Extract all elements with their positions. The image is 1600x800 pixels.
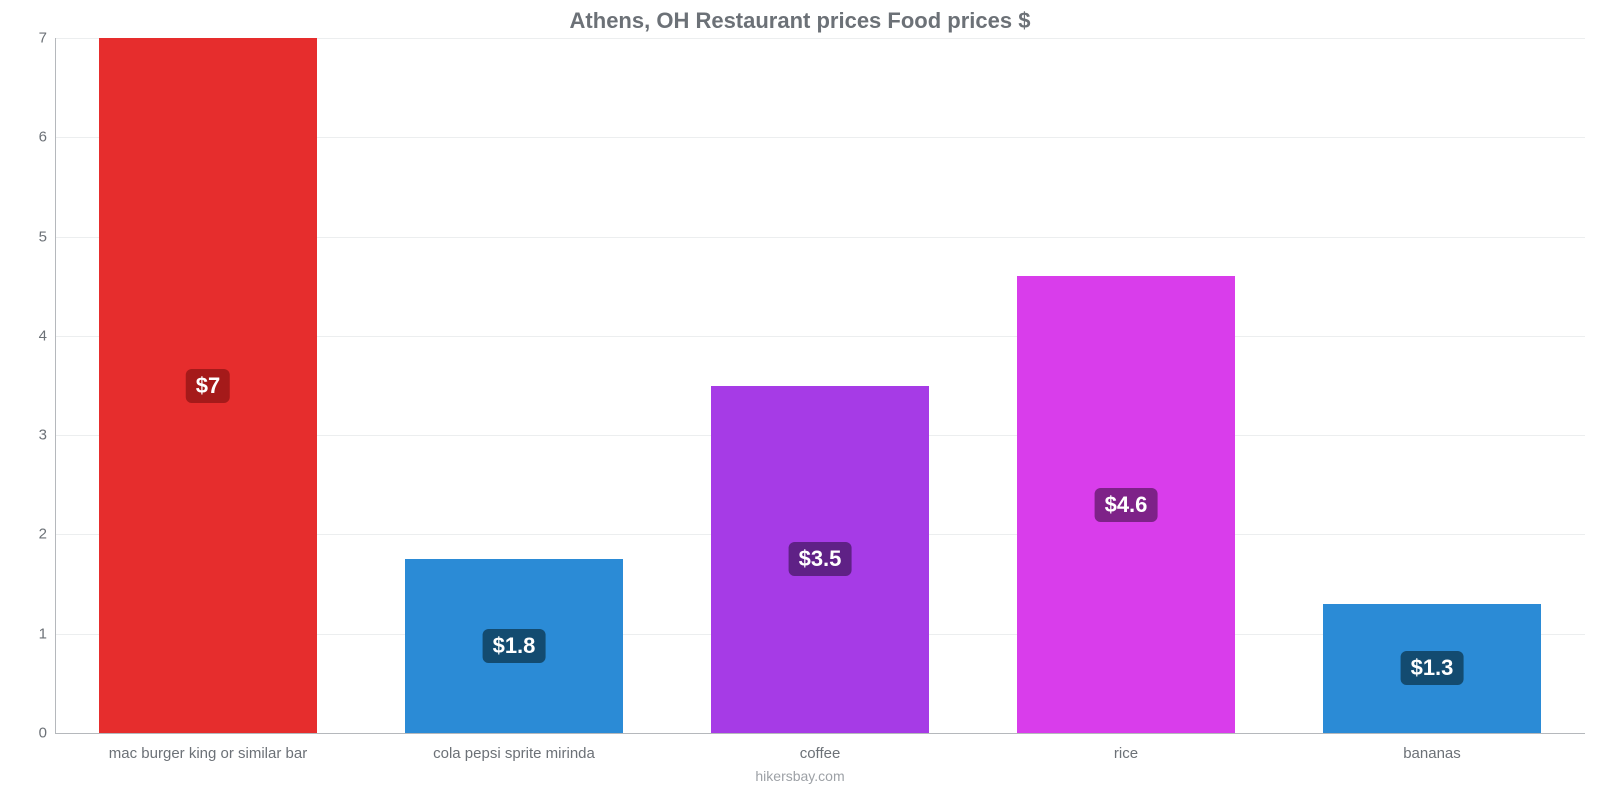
x-tick-label: cola pepsi sprite mirinda (433, 745, 595, 762)
chart-footer: hikersbay.com (0, 768, 1600, 784)
plot-area: $7 $1.8 $3.5 $4.6 $1.3 (55, 38, 1585, 733)
x-tick-label: mac burger king or similar bar (109, 745, 307, 762)
y-tick-label: 0 (7, 725, 47, 742)
y-tick-label: 4 (7, 327, 47, 344)
y-tick-label: 5 (7, 228, 47, 245)
x-tick-label: bananas (1403, 745, 1461, 762)
x-axis-line (55, 733, 1585, 734)
y-tick-label: 3 (7, 427, 47, 444)
price-chart: Athens, OH Restaurant prices Food prices… (0, 0, 1600, 800)
y-axis-line (55, 38, 56, 733)
x-tick-label: coffee (800, 745, 841, 762)
value-badge: $1.3 (1401, 651, 1464, 685)
value-badge: $3.5 (789, 542, 852, 576)
y-tick-label: 6 (7, 129, 47, 146)
value-badge: $4.6 (1095, 488, 1158, 522)
y-tick-label: 1 (7, 625, 47, 642)
chart-title: Athens, OH Restaurant prices Food prices… (0, 8, 1600, 34)
x-tick-label: rice (1114, 745, 1138, 762)
value-badge: $1.8 (483, 629, 546, 663)
value-badge: $7 (186, 369, 230, 403)
y-tick-label: 7 (7, 30, 47, 47)
y-tick-label: 2 (7, 526, 47, 543)
